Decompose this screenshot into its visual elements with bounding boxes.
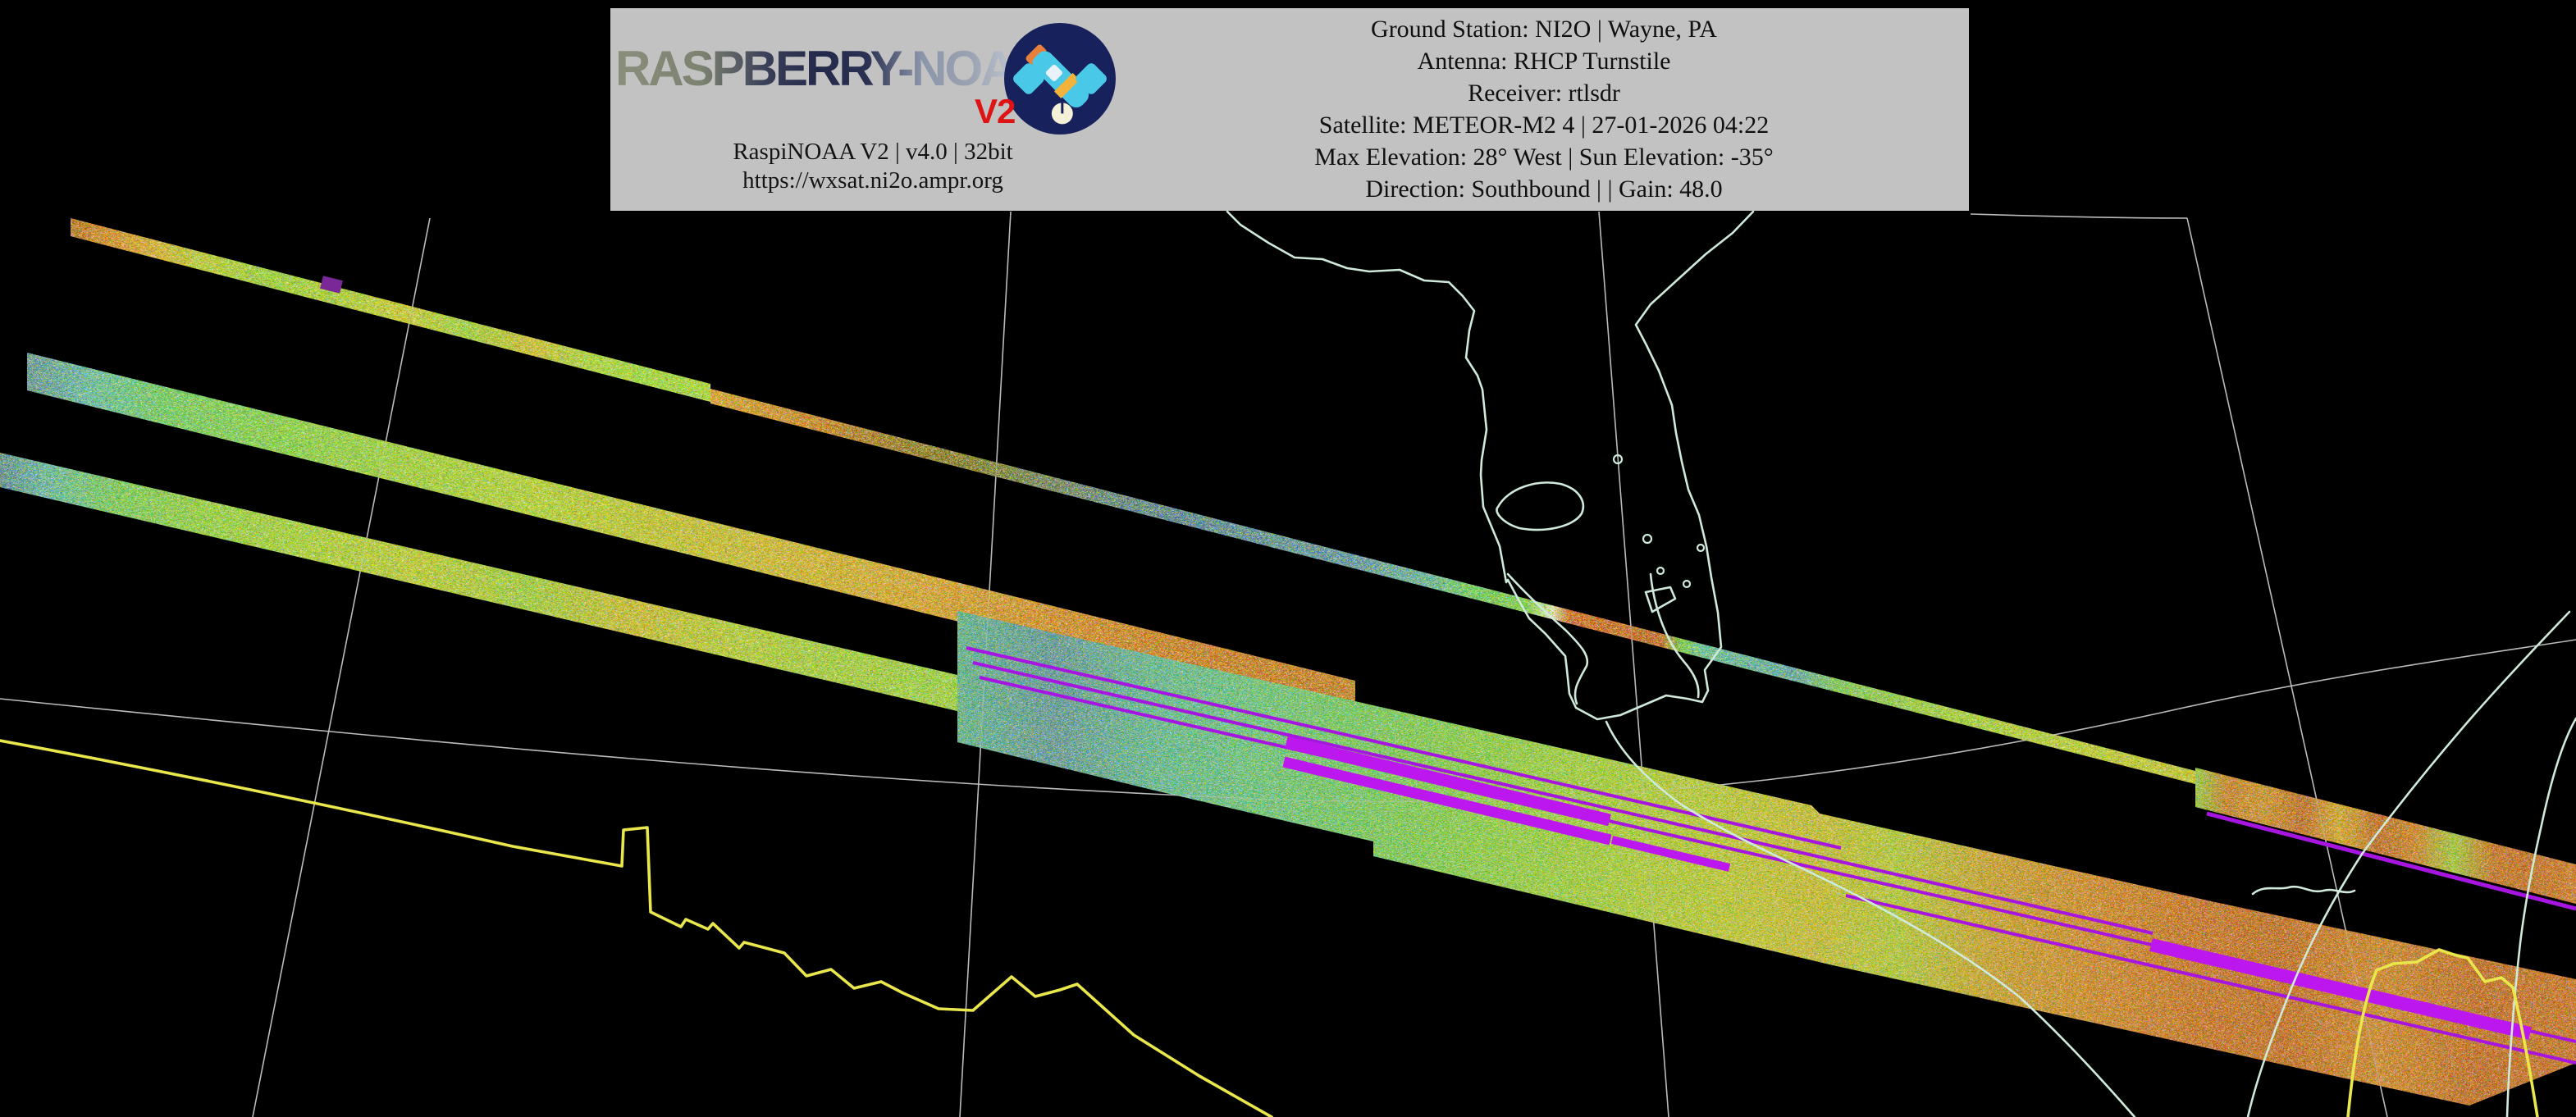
telemetry-streaks	[320, 276, 2576, 1065]
antenna-line: Antenna: RHCP Turnstile	[1417, 48, 1671, 75]
satellite-logo-icon	[1004, 23, 1116, 134]
raspberry-noaa-wordmark: RASPBERRY-NOAA	[615, 41, 1051, 96]
swath-pass1-thin	[710, 389, 2195, 784]
logo-block: RASPBERRY-NOAA V2 RaspiNOAA V2 | v4.0 | …	[610, 8, 1152, 211]
receiver-line: Receiver: rtlsdr	[1468, 80, 1620, 107]
satellite-swaths	[0, 218, 2576, 1106]
graticule-lines	[0, 211, 2576, 1117]
info-header: RASPBERRY-NOAA V2 RaspiNOAA V2 | v4.0 | …	[610, 8, 1969, 211]
elevation-line: Max Elevation: 28° West | Sun Elevation:…	[1314, 144, 1774, 171]
ground-station-line: Ground Station: NI2O | Wayne, PA	[1371, 16, 1717, 43]
logo-wordmark-text: RASPBERRY-NOAA	[615, 41, 1048, 96]
swath-pass3-lead	[0, 453, 957, 711]
station-meta: RaspiNOAA V2 | v4.0 | 32bit https://wxsa…	[610, 138, 1135, 195]
swath-pass1-left	[71, 218, 710, 402]
swath-pass1-right	[2195, 768, 2576, 904]
satellite-line: Satellite: METEOR-M2 4 | 27-01-2026 04:2…	[1318, 112, 1770, 139]
direction-gain-line: Direction: Southbound | | Gain: 48.0	[1365, 176, 1723, 203]
station-url: https://wxsat.ni2o.ampr.org	[742, 167, 1003, 194]
country-borders	[0, 739, 2539, 1117]
pass-info-block: Ground Station: NI2O | Wayne, PA Antenna…	[1152, 13, 1936, 205]
logo-version-badge: V2	[975, 92, 1016, 130]
app-version-line: RaspiNOAA V2 | v4.0 | 32bit	[733, 139, 1013, 165]
coastlines	[1226, 210, 2576, 1117]
